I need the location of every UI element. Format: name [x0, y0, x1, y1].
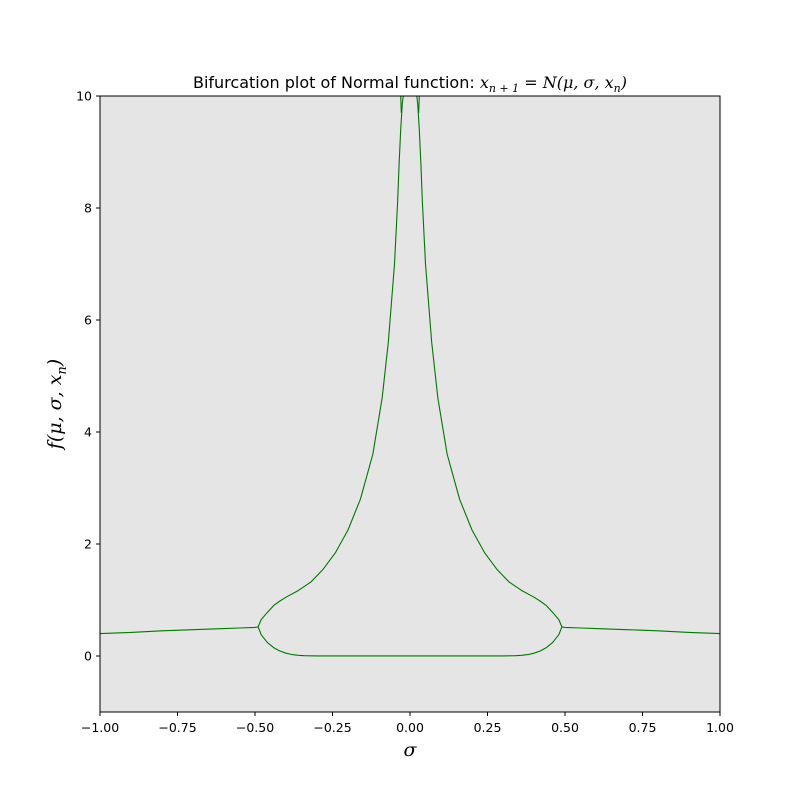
y-tick-label: 0	[84, 649, 92, 664]
bifurcation-branch-5	[257, 626, 563, 657]
x-tick-label: 0.25	[474, 720, 502, 735]
plot-background	[100, 96, 720, 712]
y-tick-label: 2	[84, 537, 92, 552]
y-tick-label: 8	[84, 201, 92, 216]
x-axis-label: σ	[404, 739, 418, 761]
y-axis: 0 2 4 6 8 10	[76, 89, 100, 664]
x-tick-label: −0.25	[313, 720, 351, 735]
x-axis: −1.00 −0.75 −0.50 −0.25 0.00 0.25 0.50 0.75 1.00	[81, 712, 734, 735]
y-tick-label: 6	[84, 313, 92, 328]
x-tick-label: −0.75	[158, 720, 196, 735]
bifurcation-branch-3	[257, 95, 404, 628]
chart-title: Bifurcation plot of Normal function: xn …	[193, 73, 627, 95]
bifurcation-branch-7	[418, 95, 420, 113]
x-tick-label: −0.50	[236, 720, 274, 735]
y-tick-label: 10	[76, 89, 92, 104]
y-tick-label: 4	[84, 425, 92, 440]
bifurcation-branch-4	[416, 95, 563, 628]
y-axis-label: f(μ, σ, xn)	[44, 359, 70, 451]
x-tick-label: −1.00	[81, 720, 119, 735]
bifurcation-branch-2	[561, 626, 721, 635]
bifurcation-branch-6	[400, 95, 402, 113]
x-tick-label: 0.50	[551, 720, 579, 735]
x-tick-label: 0.00	[396, 720, 424, 735]
x-tick-label: 1.00	[706, 720, 734, 735]
series-layer	[99, 95, 721, 657]
bifurcation-branch-1	[99, 626, 259, 635]
x-tick-label: 0.75	[629, 720, 657, 735]
